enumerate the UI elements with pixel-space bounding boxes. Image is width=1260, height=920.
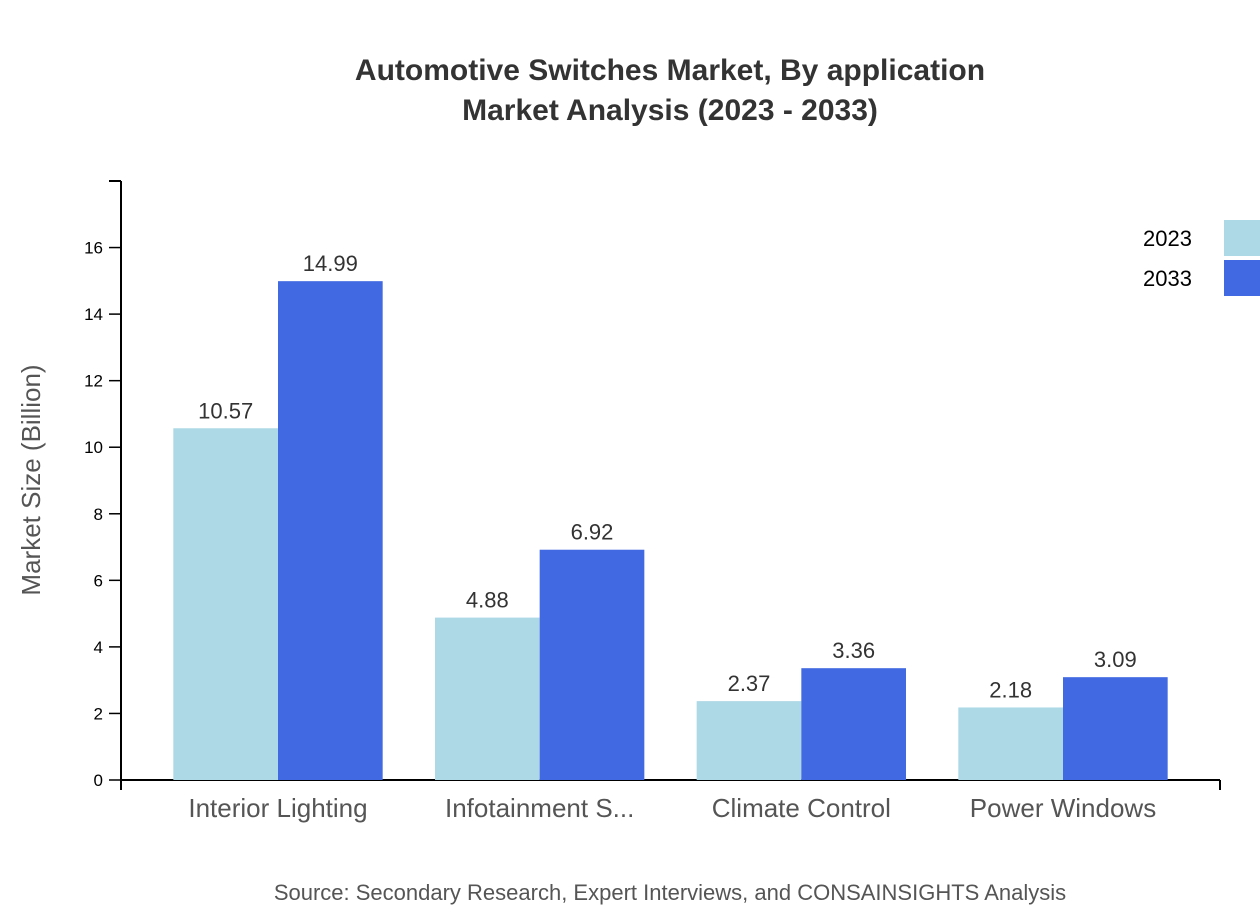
bar-2023 [696,701,802,780]
data-label: 10.57 [198,398,253,423]
y-tick-label: 10 [84,438,103,457]
y-tick-label: 0 [94,771,103,790]
x-tick-label: Interior Lighting [188,793,367,823]
legend-swatch-2033 [1224,260,1260,296]
legend-swatch-2023 [1224,220,1260,256]
chart-title-line-2: Market Analysis (2023 - 2033) [462,94,878,127]
x-tick-label: Climate Control [712,793,891,823]
data-label: 2.18 [989,677,1032,702]
data-label: 4.88 [466,588,509,613]
bar-2023 [958,707,1063,780]
x-tick-label: Power Windows [970,793,1156,823]
y-tick-label: 2 [94,704,103,723]
data-label: 14.99 [303,251,358,276]
legend-label: 2033 [1143,266,1192,291]
bar-2023 [435,617,540,780]
bar-2033 [1063,677,1168,780]
legend-label: 2023 [1143,226,1192,251]
bar-2033 [278,281,383,780]
y-tick-label: 16 [84,239,103,258]
source-note: Source: Secondary Research, Expert Inter… [274,880,1066,905]
y-tick-label: 4 [94,638,103,657]
y-tick-label: 6 [94,571,103,590]
bar-2033 [539,549,645,780]
data-label: 3.09 [1094,647,1137,672]
y-tick-label: 8 [94,505,103,524]
y-tick-label: 12 [84,372,103,391]
bar-2033 [801,668,906,780]
y-tick-label: 14 [84,305,103,324]
y-axis-label: Market Size (Billion) [16,364,46,595]
data-label: 2.37 [728,671,771,696]
data-label: 3.36 [832,638,875,663]
data-label: 6.92 [571,520,614,545]
x-tick-label: Infotainment S... [445,793,634,823]
chart-title-line-1: Automotive Switches Market, By applicati… [355,54,985,87]
bar-2023 [173,428,278,780]
